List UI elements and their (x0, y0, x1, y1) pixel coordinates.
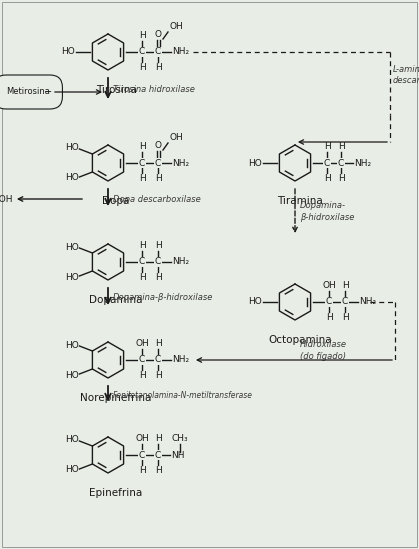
Text: H: H (338, 142, 344, 151)
Text: NH₂: NH₂ (172, 159, 189, 167)
Text: −COOH: −COOH (0, 194, 13, 204)
Text: HO: HO (65, 466, 78, 474)
Text: C: C (326, 298, 332, 306)
Text: Hidroxilase: Hidroxilase (300, 340, 347, 349)
Text: NH₂: NH₂ (172, 48, 189, 57)
Text: C: C (139, 48, 145, 57)
Text: C: C (338, 159, 344, 167)
Text: NH: NH (171, 451, 184, 460)
Text: Feniletanolamina-N-metiltransferase: Feniletanolamina-N-metiltransferase (113, 390, 253, 400)
Text: C: C (139, 356, 145, 365)
Text: C: C (342, 298, 348, 306)
Text: HO: HO (65, 243, 78, 251)
Text: β-hidroxilase: β-hidroxilase (300, 212, 354, 221)
Text: OH: OH (322, 281, 336, 290)
Text: C: C (155, 257, 161, 266)
Text: C: C (139, 257, 145, 266)
Text: H: H (139, 466, 145, 475)
Text: Tirosina: Tirosina (96, 85, 137, 95)
Text: H: H (139, 63, 145, 72)
Text: H: H (323, 142, 330, 151)
Text: HO: HO (65, 371, 78, 379)
Text: L-aminoácido: L-aminoácido (393, 65, 419, 74)
Text: Dopamina: Dopamina (89, 295, 143, 305)
Text: C: C (324, 159, 330, 167)
Text: H: H (139, 273, 145, 282)
Text: OH: OH (135, 339, 149, 348)
Text: H: H (155, 371, 161, 380)
Text: OH: OH (135, 434, 149, 443)
Text: Metirosina: Metirosina (6, 87, 50, 97)
Text: H: H (155, 63, 161, 72)
Text: HO: HO (61, 48, 75, 57)
Text: Octopamina: Octopamina (268, 335, 332, 345)
Text: C: C (139, 159, 145, 167)
Text: OH: OH (169, 22, 183, 31)
Text: Tiramina: Tiramina (277, 196, 323, 206)
Text: O: O (155, 141, 161, 150)
Text: Epinefrina: Epinefrina (89, 488, 142, 498)
Text: H: H (155, 241, 161, 250)
Text: Dopamina-: Dopamina- (300, 201, 346, 210)
Text: HO: HO (65, 272, 78, 282)
Text: C: C (139, 451, 145, 460)
Text: H: H (155, 434, 161, 443)
Text: HO: HO (65, 435, 78, 445)
Text: H: H (139, 142, 145, 151)
Text: CH₃: CH₃ (172, 434, 188, 443)
Text: O: O (155, 30, 161, 39)
Text: NH₂: NH₂ (172, 257, 189, 266)
Text: H: H (155, 273, 161, 282)
Text: Dopa descarboxilase: Dopa descarboxilase (113, 194, 201, 204)
Text: H: H (326, 313, 332, 322)
Text: H: H (338, 174, 344, 183)
Text: Dopa: Dopa (102, 196, 130, 206)
Text: (do fígado): (do fígado) (300, 352, 346, 361)
Text: H: H (155, 339, 161, 348)
Text: NH₂: NH₂ (172, 356, 189, 365)
Text: NH₂: NH₂ (359, 298, 376, 306)
Text: H: H (155, 466, 161, 475)
Text: H: H (323, 174, 330, 183)
Text: H: H (341, 281, 348, 290)
Text: H: H (341, 313, 348, 322)
Text: −: − (44, 87, 52, 97)
Text: HO: HO (65, 143, 78, 153)
Text: Dopamina-β-hidroxilase: Dopamina-β-hidroxilase (113, 294, 213, 302)
Text: C: C (155, 451, 161, 460)
Text: H: H (155, 174, 161, 183)
Text: HO: HO (65, 173, 78, 182)
Text: HO: HO (248, 298, 262, 306)
Text: Norepinefrina: Norepinefrina (80, 393, 152, 403)
Text: Tirosina hidroxilase: Tirosina hidroxilase (113, 86, 195, 94)
Text: H: H (139, 371, 145, 380)
Text: descarboxilase: descarboxilase (393, 76, 419, 85)
Text: H: H (139, 241, 145, 250)
Text: C: C (155, 48, 161, 57)
Text: C: C (155, 159, 161, 167)
Text: NH₂: NH₂ (354, 159, 371, 167)
Text: HO: HO (248, 159, 262, 167)
Text: H: H (139, 174, 145, 183)
Text: HO: HO (65, 340, 78, 350)
Text: OH: OH (169, 133, 183, 142)
Text: C: C (155, 356, 161, 365)
Text: H: H (139, 31, 145, 40)
